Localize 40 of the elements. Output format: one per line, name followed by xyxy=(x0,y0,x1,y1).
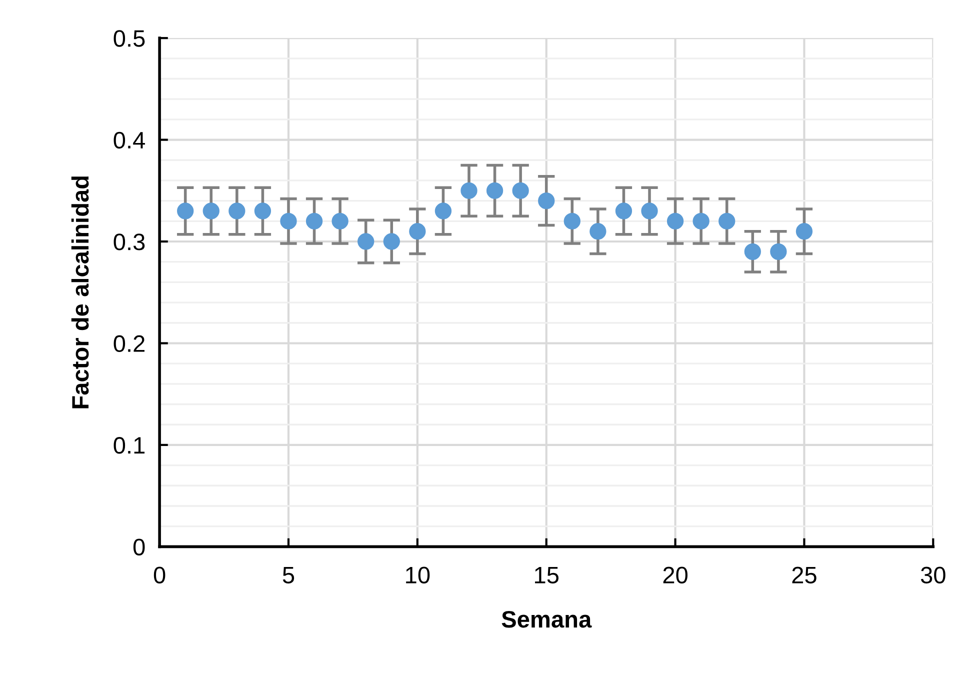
point xyxy=(306,212,323,230)
x-tick-label: 30 xyxy=(920,566,946,584)
point xyxy=(796,223,813,240)
x-tick-label: 20 xyxy=(663,566,688,584)
x-tick-label: 15 xyxy=(535,566,558,584)
y-tick-label: 0.2 xyxy=(114,335,144,352)
point xyxy=(666,212,684,230)
point xyxy=(358,233,374,250)
y-tick-label: 0.5 xyxy=(114,30,145,47)
point xyxy=(744,243,761,260)
point xyxy=(177,202,194,220)
point xyxy=(409,223,426,240)
point xyxy=(228,202,246,220)
point xyxy=(332,212,348,230)
point xyxy=(254,202,272,220)
x-tick-label: 5 xyxy=(282,566,294,584)
y-tick-label: 0 xyxy=(133,538,145,556)
point xyxy=(641,202,658,220)
point xyxy=(280,212,297,230)
point xyxy=(564,212,580,230)
point xyxy=(434,202,452,220)
x-axis-title: Semana xyxy=(502,610,592,628)
point xyxy=(460,182,478,199)
point xyxy=(538,192,555,210)
x-tick-label: 0 xyxy=(154,566,166,584)
point xyxy=(202,202,220,220)
point xyxy=(718,212,736,230)
point xyxy=(486,182,504,199)
y-axis-title: Factor de alcalinidad xyxy=(71,176,89,408)
point xyxy=(770,243,787,260)
y-tick-label: 0.3 xyxy=(114,234,145,250)
x-tick-label: 10 xyxy=(406,566,430,584)
point xyxy=(383,233,400,250)
point xyxy=(615,202,632,220)
y-tick-label: 0.1 xyxy=(114,437,145,454)
point xyxy=(692,212,710,230)
point xyxy=(512,182,529,199)
point xyxy=(590,223,606,240)
y-tick-label: 0.4 xyxy=(114,132,145,149)
x-tick-label: 25 xyxy=(792,566,816,584)
